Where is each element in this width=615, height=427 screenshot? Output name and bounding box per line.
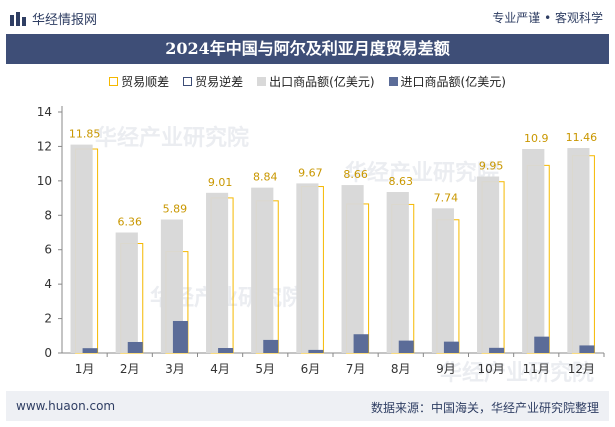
x-tick-label-7: 8月	[391, 362, 411, 376]
legend-swatch-deficit	[183, 76, 193, 86]
legend-swatch-import	[388, 76, 398, 86]
export-bar-front-7	[386, 192, 409, 353]
import-bar-1	[127, 341, 143, 353]
export-bar-front-0	[70, 144, 93, 353]
import-bar-8	[443, 341, 459, 353]
footer-website: www.huaon.com	[16, 399, 116, 413]
surplus-data-label-4: 8.84	[253, 171, 278, 184]
surplus-data-label-10: 10.9	[524, 132, 549, 145]
export-bar-front-11	[567, 148, 590, 353]
legend-item-import: 进口商品额(亿美元)	[388, 73, 506, 90]
x-tick-label-9: 10月	[477, 362, 504, 376]
watermark-2: 华经产业研究院	[345, 161, 500, 186]
legend-label-deficit: 贸易逆差	[195, 74, 244, 89]
surplus-data-label-9: 9.95	[479, 160, 504, 173]
watermark-1: 华经产业研究院	[95, 126, 250, 151]
y-tick-label-7: 14	[37, 105, 52, 119]
x-tick-label-11: 12月	[568, 362, 595, 376]
brand: 华经情报网	[10, 9, 97, 28]
export-bar-front-4	[251, 187, 274, 353]
surplus-data-label-3: 9.01	[208, 176, 233, 189]
import-bar-2	[172, 320, 188, 353]
surplus-data-label-6: 8.66	[343, 168, 368, 181]
y-tick-label-2: 4	[44, 277, 52, 291]
export-bar-front-2	[160, 219, 183, 353]
tagline: 专业严谨 • 客观科学	[492, 11, 603, 25]
x-tick-label-4: 5月	[255, 362, 275, 376]
import-bar-9	[489, 347, 505, 353]
export-bar-front-3	[206, 192, 229, 353]
legend-label-surplus: 贸易顺差	[121, 74, 170, 89]
export-bar-front-6	[341, 185, 364, 353]
x-tick-label-2: 3月	[165, 362, 185, 376]
surplus-data-label-1: 6.36	[118, 216, 143, 229]
legend-label-import: 进口商品额(亿美元)	[400, 74, 506, 89]
import-bar-4	[263, 339, 279, 353]
footer-source: 数据来源：中国海关，华经产业研究院整理	[370, 401, 599, 415]
legend-label-export: 出口商品额(亿美元)	[269, 74, 375, 89]
export-bar-front-5	[296, 183, 319, 353]
surplus-data-label-5: 9.67	[298, 166, 323, 179]
import-bar-3	[218, 348, 234, 353]
legend-item-surplus: 贸易顺差	[109, 73, 169, 90]
y-tick-label-4: 8	[44, 208, 52, 222]
x-tick-label-1: 2月	[120, 362, 140, 376]
import-bar-10	[534, 336, 550, 353]
legend-item-deficit: 贸易逆差	[183, 73, 243, 90]
x-tick-label-0: 1月	[75, 362, 95, 376]
x-tick-label-5: 6月	[301, 362, 321, 376]
y-tick-label-6: 12	[37, 139, 52, 153]
surplus-data-label-0: 11.85	[69, 128, 101, 141]
brand-name: 华经情报网	[32, 13, 98, 28]
import-bar-0	[82, 348, 98, 353]
x-tick-label-8: 9月	[436, 362, 456, 376]
surplus-data-label-11: 11.46	[566, 131, 598, 144]
y-tick-label-5: 10	[37, 174, 52, 188]
y-tick-label-1: 2	[44, 312, 52, 326]
footer: www.huaon.com 数据来源：中国海关，华经产业研究院整理	[6, 391, 609, 421]
export-bar-front-9	[477, 176, 500, 353]
surplus-data-label-2: 5.89	[163, 203, 188, 216]
legend-swatch-export	[257, 76, 267, 86]
chart-title: 2024年中国与阿尔及利亚月度贸易差额	[6, 34, 609, 64]
export-bar-front-10	[522, 149, 545, 353]
watermark-4: 华经产业研究院	[440, 361, 595, 386]
import-bar-6	[353, 334, 369, 353]
import-bar-5	[308, 349, 324, 353]
export-bar-front-1	[115, 232, 138, 353]
x-tick-label-6: 7月	[346, 362, 366, 376]
chart-legend: 贸易顺差 贸易逆差 出口商品额(亿美元) 进口商品额(亿美元)	[0, 72, 615, 90]
legend-item-export: 出口商品额(亿美元)	[257, 73, 375, 90]
import-bar-7	[398, 340, 414, 353]
surplus-data-label-8: 7.74	[434, 191, 459, 204]
surplus-data-label-7: 8.63	[389, 175, 414, 188]
top-bar: 华经情报网 专业严谨 • 客观科学	[0, 0, 615, 34]
brand-logo-icon	[10, 11, 26, 26]
import-bar-11	[579, 345, 595, 353]
y-tick-label-3: 6	[44, 243, 52, 257]
export-bar-front-8	[431, 208, 454, 353]
x-tick-label-10: 11月	[523, 362, 550, 376]
x-tick-label-3: 4月	[210, 362, 230, 376]
y-tick-label-0: 0	[44, 346, 52, 360]
legend-swatch-surplus	[109, 76, 119, 86]
